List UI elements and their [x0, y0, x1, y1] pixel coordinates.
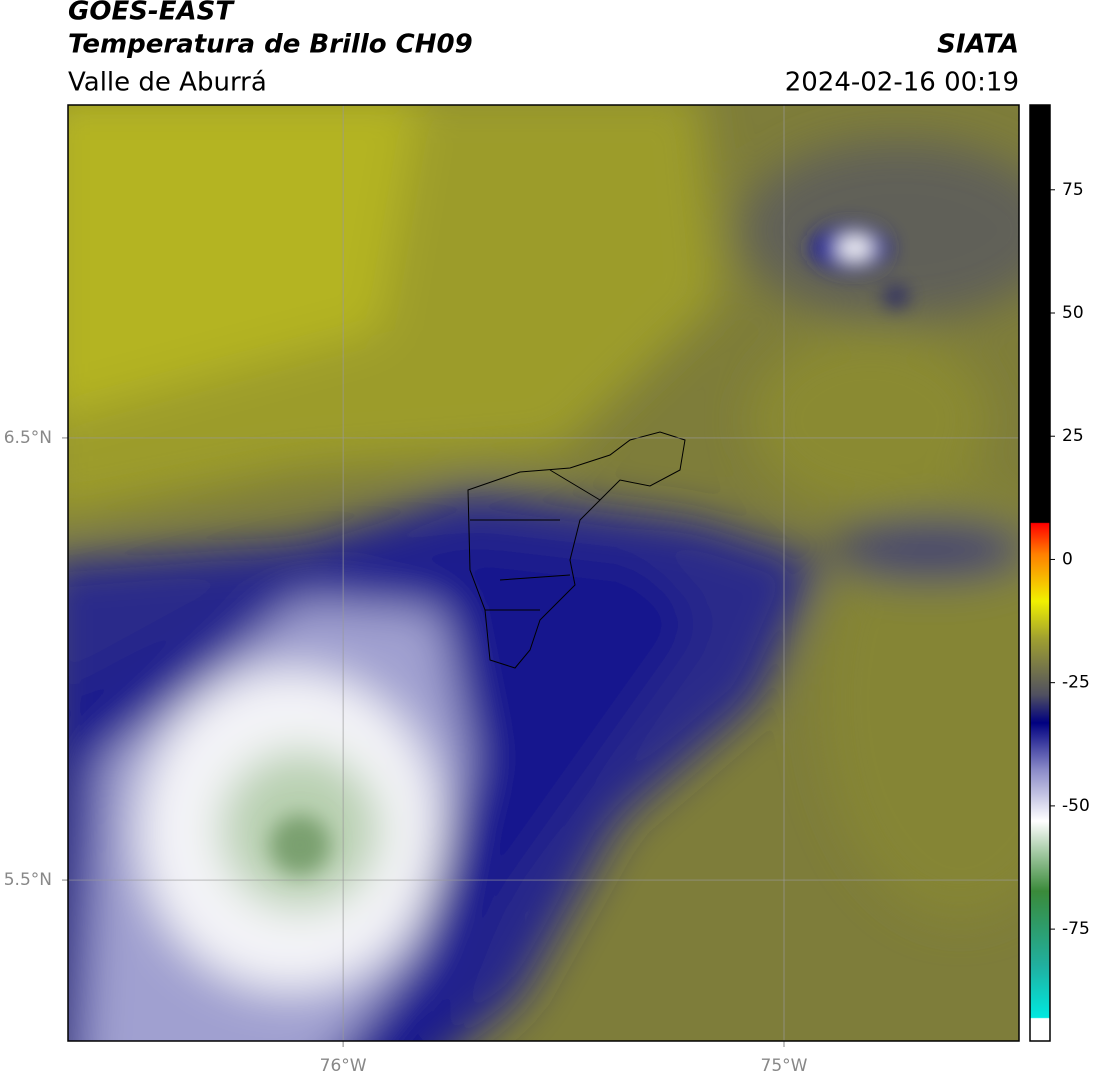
title: GOES-EAST	[68, 0, 235, 27]
colorbar-tick-label: -50	[1062, 796, 1090, 816]
colorbar-tick-label: 0	[1062, 549, 1073, 569]
lon-label: 75°W	[761, 1056, 808, 1076]
colorbar-tick-label: 75	[1062, 180, 1084, 200]
lat-label: 5.5°N	[4, 870, 52, 890]
colorbar-tick-label: -75	[1062, 919, 1090, 939]
source: SIATA	[937, 30, 1019, 60]
colorbar-tick-label: 25	[1062, 426, 1084, 446]
lon-label: 76°W	[320, 1056, 367, 1076]
map-frame	[67, 104, 1020, 1042]
satellite-image	[68, 105, 1019, 1041]
datetime: 2024-02-16 00:19	[785, 68, 1019, 98]
lat-label: 6.5°N	[4, 428, 52, 448]
basin-outline	[467, 431, 686, 669]
colorbar-tick-label: -25	[1062, 673, 1090, 693]
region: Valle de Aburrá	[68, 68, 267, 98]
colorbar	[1029, 104, 1051, 1042]
subtitle: Temperatura de Brillo CH09	[68, 30, 473, 60]
colorbar-tick-label: 50	[1062, 303, 1084, 323]
